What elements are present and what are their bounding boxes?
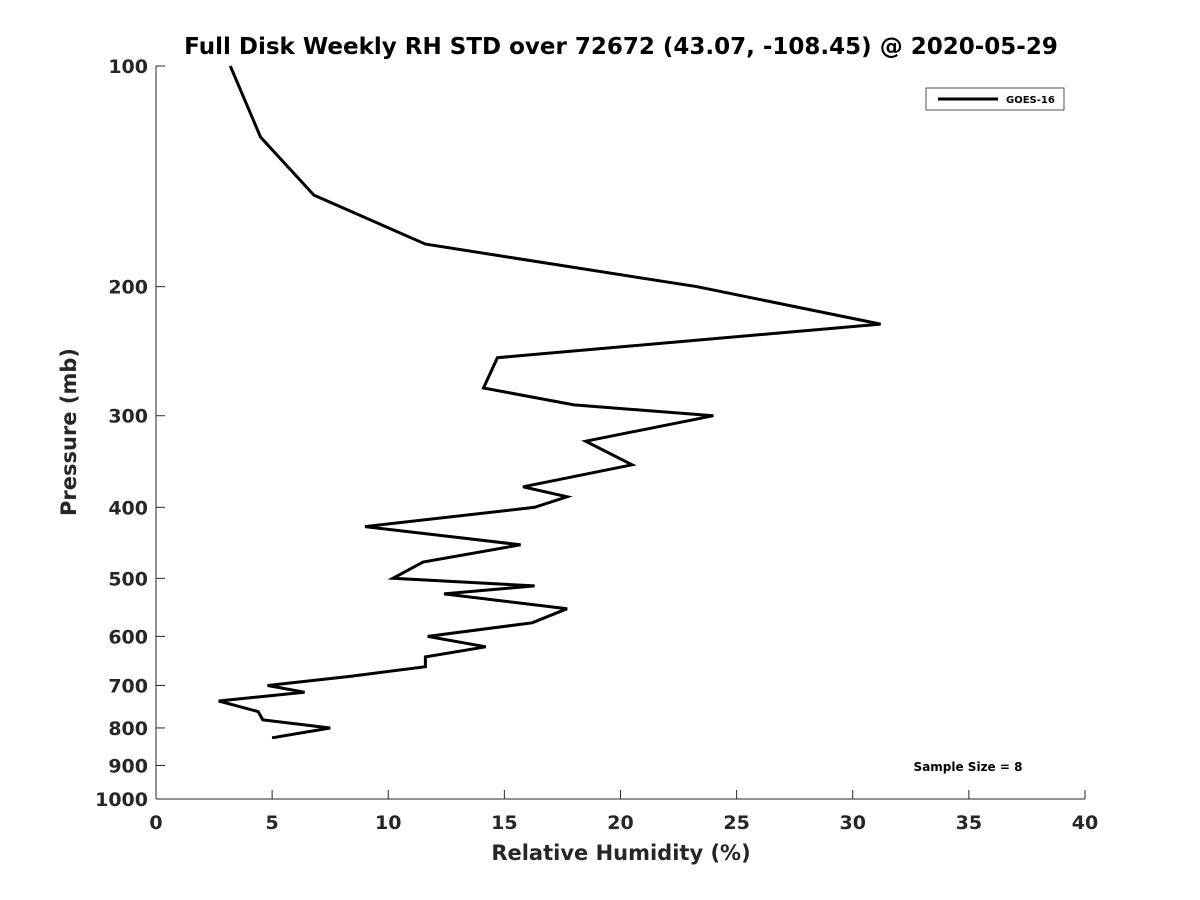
legend-label-goes-16: GOES-16 (1006, 95, 1055, 106)
series-layer (218, 65, 881, 740)
y-tick-label: 400 (108, 497, 148, 519)
y-axis-label: Pressure (mb) (57, 348, 81, 516)
y-axis-ticks: 100 200 300 400 500 600 700 800 900 1000 (95, 56, 165, 811)
x-tick-label: 30 (840, 812, 866, 834)
x-axis-ticks: 0 5 10 15 20 25 30 35 40 (149, 790, 1098, 834)
x-tick-label: 25 (723, 812, 749, 834)
x-tick-label: 40 (1072, 812, 1098, 834)
x-tick-label: 5 (266, 812, 279, 834)
x-axis-label: Relative Humidity (%) (491, 841, 750, 865)
x-tick-label: 20 (607, 812, 633, 834)
y-tick-label: 100 (108, 56, 148, 78)
y-tick-label: 1000 (95, 789, 148, 811)
series-line-goes-16 (218, 65, 881, 740)
y-tick-label: 600 (108, 626, 148, 648)
y-tick-label: 900 (108, 755, 148, 777)
x-tick-label: 0 (149, 812, 162, 834)
legend: GOES-16 (925, 87, 1065, 111)
y-tick-label: 500 (108, 568, 148, 590)
sample-size-annotation: Sample Size = 8 (914, 760, 1023, 774)
y-tick-label: 800 (108, 718, 148, 740)
y-tick-label: 200 (108, 277, 148, 299)
y-tick-label: 700 (108, 675, 148, 697)
plot-area: 0 5 10 15 20 25 30 35 40 100 200 300 400 500 600 700 80… (95, 56, 1098, 834)
x-tick-label: 15 (491, 812, 517, 834)
chart-title: Full Disk Weekly RH STD over 72672 (43.0… (184, 34, 1058, 60)
x-tick-label: 10 (375, 812, 401, 834)
x-tick-label: 35 (956, 812, 982, 834)
y-tick-label: 300 (108, 406, 148, 428)
